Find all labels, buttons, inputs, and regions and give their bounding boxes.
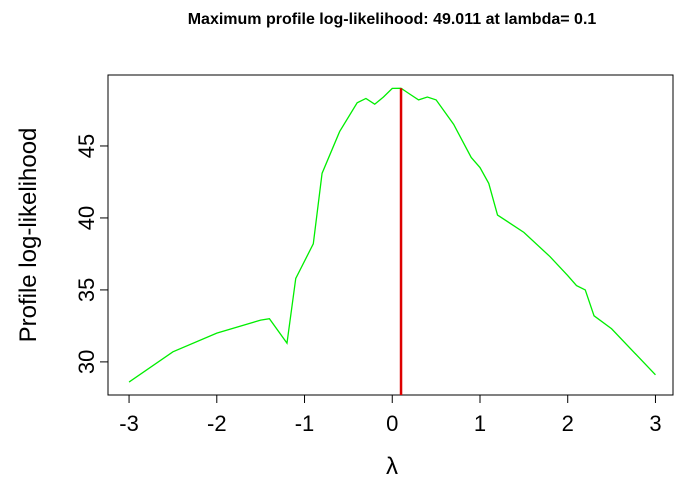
chart-title: Maximum profile log-likelihood: 49.011 a… (188, 11, 597, 28)
x-tick-label: -3 (119, 411, 139, 436)
y-tick-label: 45 (74, 134, 99, 158)
x-tick-label: 2 (562, 411, 574, 436)
plot-box (107, 74, 674, 396)
y-axis-label: Profile log-likelihood (15, 128, 42, 343)
x-tick-label: -2 (207, 411, 227, 436)
x-tick-label: 3 (649, 411, 661, 436)
x-tick-label: -1 (295, 411, 315, 436)
y-tick-label: 35 (74, 278, 99, 302)
y-tick-label: 40 (74, 206, 99, 230)
y-tick-label: 30 (74, 350, 99, 374)
x-axis-label: λ (386, 453, 398, 480)
line (128, 87, 656, 383)
x-tick-label: 0 (386, 411, 398, 436)
x-tick-label: 1 (474, 411, 486, 436)
